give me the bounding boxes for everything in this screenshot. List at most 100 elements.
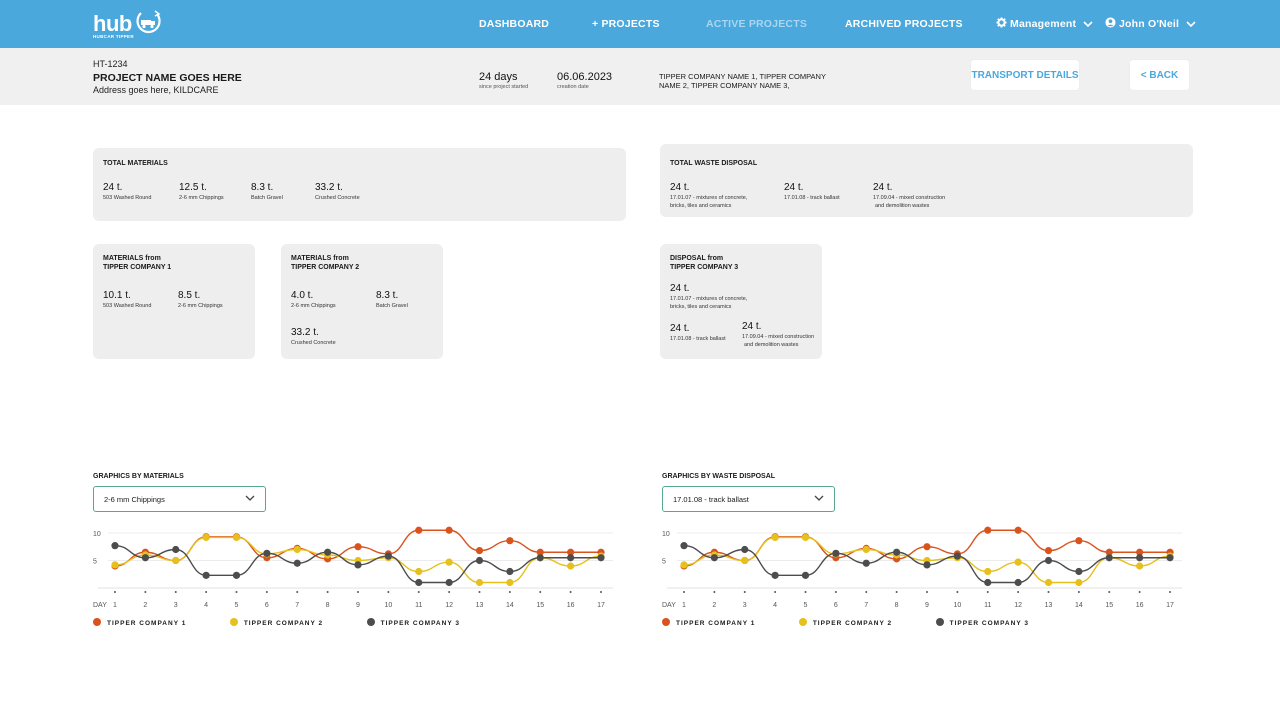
data-point-series-1 [923,543,931,551]
chevron-down-icon [1083,21,1093,28]
data-point-series-3 [710,554,718,562]
chevron-down-icon [1186,21,1196,28]
stat-label: 17.01.08 - track ballast [670,336,726,342]
legend-item-company-2[interactable]: TIPPER COMPANY 2 [229,618,364,627]
legend-dot [662,618,670,626]
x-tick-label: 8 [326,602,330,609]
x-tick-mark [326,591,329,593]
card-title-line1: MATERIALS from [291,255,349,262]
transport-details-button[interactable]: TRANSPORT DETAILS [971,60,1079,90]
data-point-series-3 [680,542,688,550]
chart-legend: TIPPER COMPANY 1 TIPPER COMPANY 2 TIPPER… [93,618,460,627]
x-tick-label: 8 [895,602,899,609]
legend-item-company-1[interactable]: TIPPER COMPANY 1 [93,618,227,627]
x-tick-label: 13 [476,602,484,609]
stat-value: 24 t. [784,182,804,193]
material-select[interactable]: 2-6 mm Chippings [93,486,266,512]
legend-label: TIPPER COMPANY 2 [812,620,893,627]
stat-item: 24 t. 17.01.07 - mixtures of concrete, b… [670,283,747,311]
card-title: TOTAL WASTE DISPOSAL [670,160,758,167]
data-point-series-3 [1014,578,1022,587]
stat-label: 503 Washed Round [103,195,152,201]
x-tick-mark [1138,591,1141,593]
stat-value: 24 t. [873,182,893,193]
x-tick-label: 3 [743,602,747,609]
data-point-series-3 [232,571,241,579]
legend-label: TIPPER COMPANY 2 [243,620,324,627]
x-tick-label: 15 [1105,602,1113,609]
user-menu[interactable]: John O'Neil [1105,17,1199,30]
x-tick-mark [508,591,511,593]
x-tick-mark [956,591,959,593]
x-tick-label: 11 [984,602,991,609]
stat-label: and demolition wastes [744,342,799,348]
user-name: John O'Neil [1119,18,1180,30]
x-tick-label: 15 [536,602,544,609]
x-tick-label: 16 [1136,602,1144,609]
data-point-series-3 [202,571,210,579]
data-point-series-2 [293,545,301,554]
x-tick-mark [986,591,989,593]
data-point-series-3 [597,554,605,562]
stat-label: 17.09.04 - mixed construction [742,334,815,340]
data-point-series-1 [1014,526,1022,534]
total-materials-card: TOTAL MATERIALS 24 t. 503 Washed Round 1… [93,148,626,221]
stat-item: 8.5 t. 2-6 mm Chippings [178,290,223,310]
data-point-series-3 [771,571,779,579]
data-point-series-3 [415,578,423,587]
data-point-series-2 [475,578,484,587]
legend-label: TIPPER COMPANY 1 [107,620,187,627]
data-point-series-2 [445,558,453,566]
data-point-series-3 [111,542,119,550]
stat-label: 2-6 mm Chippings [179,195,224,201]
data-point-series-1 [1105,548,1113,556]
data-point-series-2 [506,578,514,587]
top-nav: hub HUBCAR TIPPER DASHBOARD + PROJECTS A… [0,0,1280,48]
data-point-series-3 [1075,567,1083,576]
data-point-series-2 [1075,578,1083,587]
management-menu[interactable]: Management [996,17,1096,30]
project-id: HT-1234 [93,59,128,69]
x-tick-mark [539,591,542,593]
x-tick-mark [865,591,868,593]
stat-label: Batch Gravel [251,195,283,201]
x-tick-mark [296,591,299,593]
x-tick-label: 6 [265,602,269,609]
stat-item: 24 t. 17.01.08 - track ballast [784,182,840,202]
data-point-series-3 [984,578,992,587]
waste-select[interactable]: 17.01.08 - track ballast [662,486,835,512]
back-button[interactable]: < BACK [1130,60,1189,90]
x-tick-mark [713,591,716,593]
data-point-series-3 [354,561,362,569]
legend-item-company-3[interactable]: TIPPER COMPANY 3 [935,618,1029,627]
data-point-series-3 [832,549,840,557]
nav-active-projects[interactable]: ACTIVE PROJECTS [706,18,808,30]
x-axis-label: DAY [93,602,107,609]
legend-item-company-2[interactable]: TIPPER COMPANY 2 [798,618,933,627]
nav-archived-projects[interactable]: ARCHIVED PROJECTS [845,18,963,30]
data-point-series-1 [984,526,992,534]
stat-value: 8.5 t. [178,290,201,301]
nav-projects[interactable]: + PROJECTS [592,18,660,30]
data-point-series-3 [862,559,870,567]
data-point-series-3 [893,548,901,556]
legend-item-company-1[interactable]: TIPPER COMPANY 1 [662,618,796,627]
x-tick-mark [743,591,746,593]
stat-item: 4.0 t. 2-6 mm Chippings [291,290,336,310]
stat-value: 24 t. [670,283,690,294]
x-tick-label: 17 [1166,602,1174,609]
data-point-series-3 [923,561,931,569]
x-tick-label: 9 [356,602,360,609]
materials-company-2-card: MATERIALS from TIPPER COMPANY 2 4.0 t. 2… [281,244,443,359]
x-tick-mark [1017,591,1020,593]
stat-label: and demolition wastes [875,203,930,209]
x-tick-label: 7 [864,602,868,609]
hub-logo[interactable]: hub HUBCAR TIPPER [93,8,168,40]
stat-value: 8.3 t. [376,290,399,301]
nav-dashboard[interactable]: DASHBOARD [479,18,550,30]
legend-label: TIPPER COMPANY 3 [380,620,460,627]
x-tick-label: 4 [204,602,208,609]
legend-item-company-3[interactable]: TIPPER COMPANY 3 [366,618,460,627]
stat-value: 24 t. [670,182,690,193]
data-point-series-1 [567,548,575,556]
